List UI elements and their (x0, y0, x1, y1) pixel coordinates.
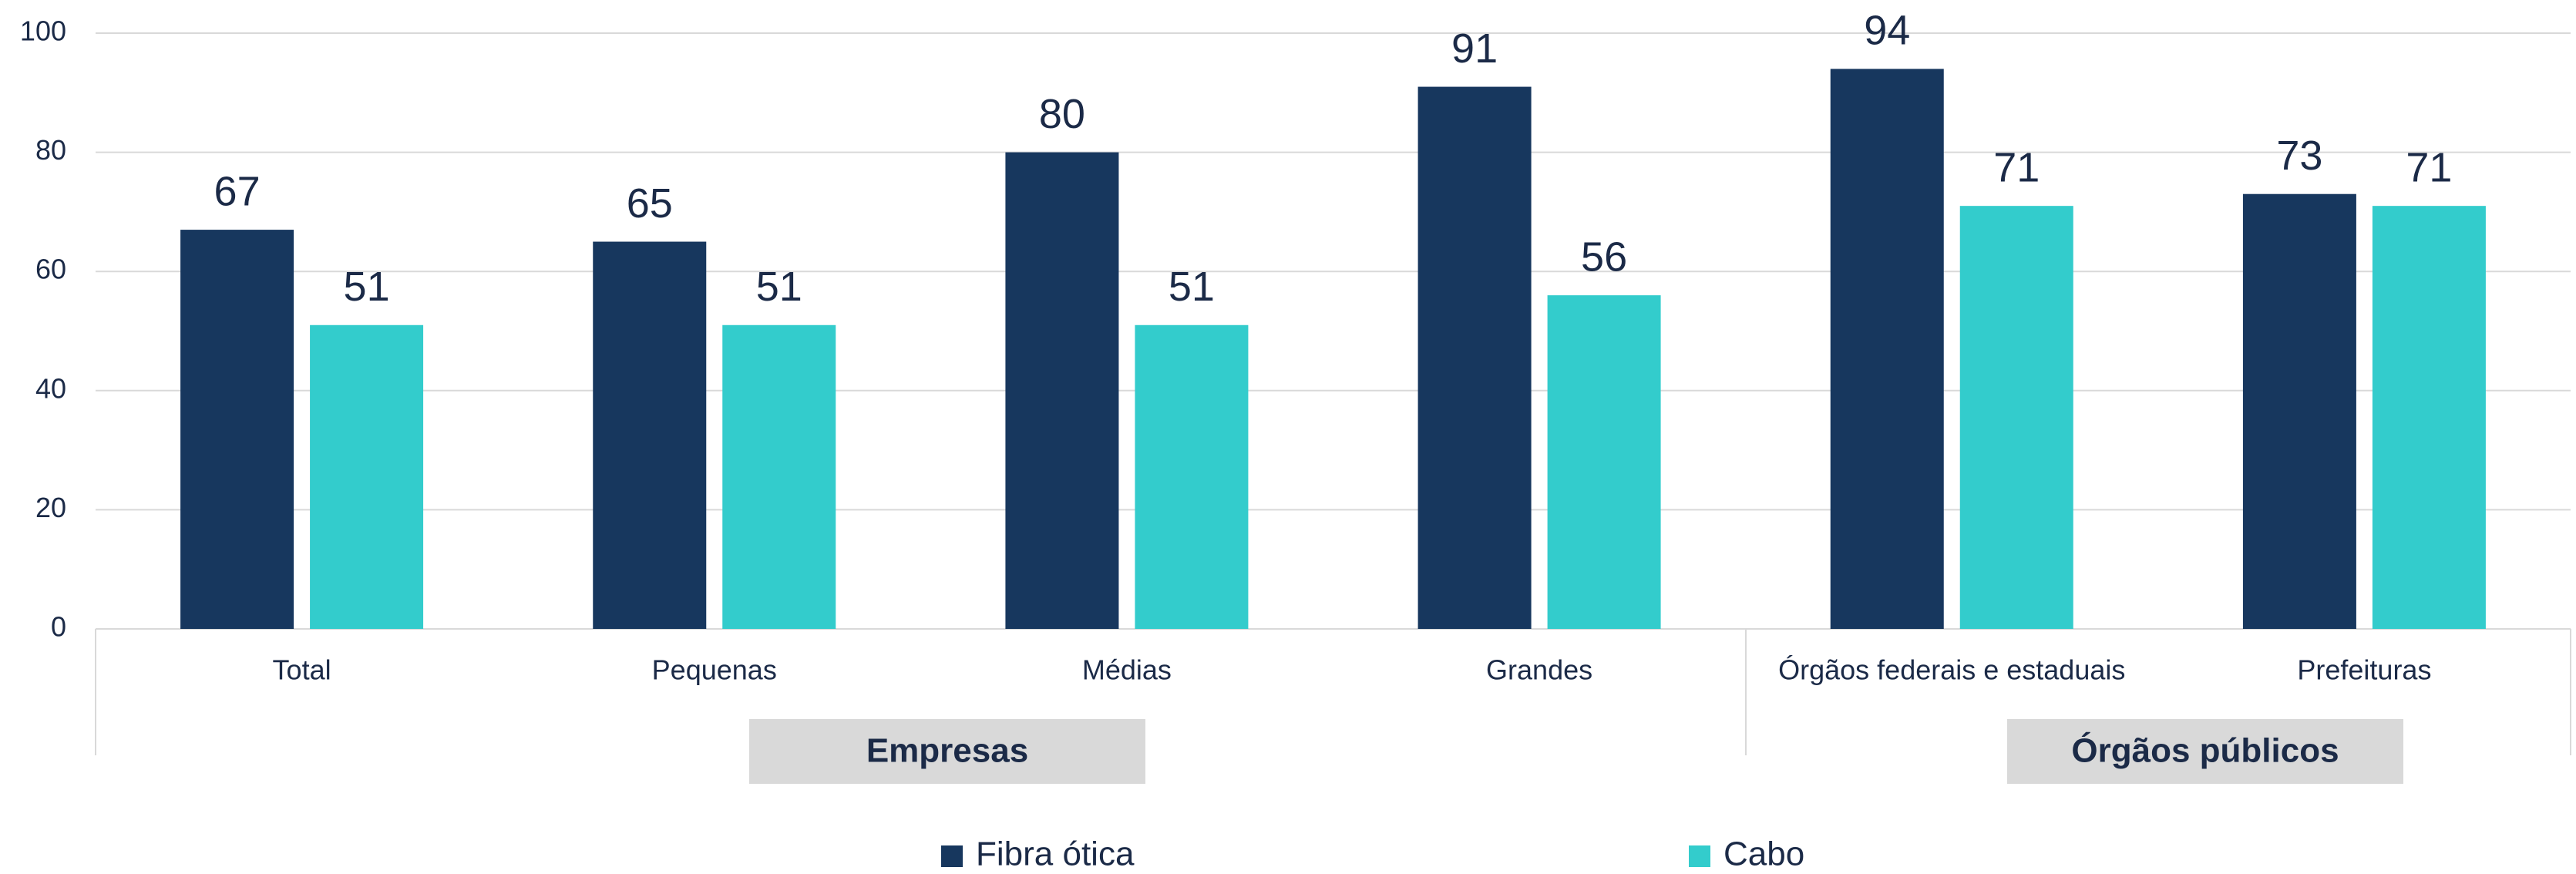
x-tick-label: Pequenas (652, 654, 777, 686)
y-tick-label: 0 (51, 611, 66, 643)
bar (1135, 324, 1249, 629)
value-label: 65 (627, 180, 673, 227)
group-label: Empresas (866, 732, 1028, 770)
y-tick-label: 40 (35, 372, 66, 404)
bar (1547, 295, 1661, 629)
x-tick-label: Médias (1082, 654, 1172, 686)
x-tick-label: Prefeituras (2297, 654, 2431, 686)
value-label: 51 (756, 264, 802, 310)
value-label: 51 (344, 264, 390, 310)
value-label: 91 (1451, 25, 1498, 72)
y-tick-label: 80 (35, 134, 66, 166)
bar (310, 324, 424, 629)
value-label: 71 (2406, 144, 2452, 190)
value-label: 71 (1993, 144, 2040, 190)
x-tick-label: Grandes (1486, 654, 1592, 686)
group-box (2007, 719, 2403, 784)
bar (1959, 206, 2073, 629)
value-label: 51 (1169, 264, 1215, 310)
bar (1005, 152, 1119, 630)
bar (2372, 206, 2486, 629)
bar (2242, 193, 2356, 629)
group-label: Órgãos públicos (2071, 731, 2339, 770)
group-box (749, 719, 1145, 784)
legend-label: Cabo (1723, 835, 1804, 873)
bar (1417, 86, 1532, 629)
x-tick-label: Total (273, 654, 331, 686)
y-tick-label: 60 (35, 254, 66, 285)
y-tick-label: 100 (20, 15, 66, 47)
value-label: 56 (1581, 234, 1627, 280)
y-tick-label: 20 (35, 492, 66, 523)
legend-swatch (941, 845, 963, 867)
bar (593, 241, 707, 629)
bar (1830, 69, 1944, 629)
bar (722, 324, 836, 629)
value-label: 80 (1039, 91, 1085, 137)
bar (180, 230, 294, 630)
value-label: 94 (1864, 8, 1910, 54)
legend-swatch (1689, 845, 1710, 867)
x-tick-label: Órgãos federais e estaduais (1778, 654, 2125, 686)
legend-label: Fibra ótica (976, 835, 1135, 873)
value-label: 73 (2276, 133, 2322, 179)
value-label: 67 (214, 168, 261, 214)
